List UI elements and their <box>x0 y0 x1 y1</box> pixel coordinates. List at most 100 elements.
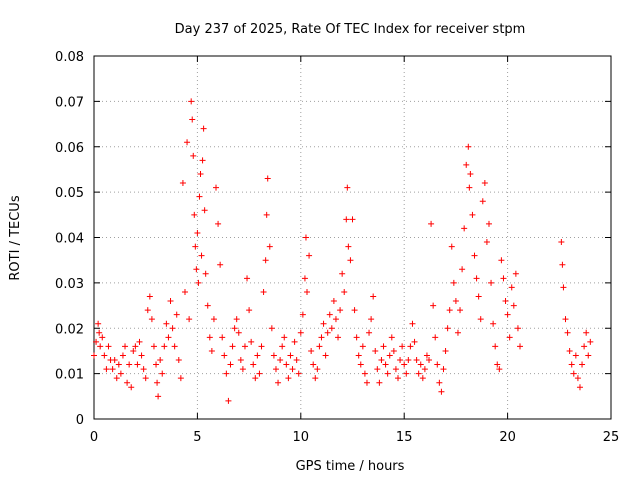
data-point <box>457 307 464 314</box>
data-point <box>357 361 364 368</box>
data-point <box>488 279 495 286</box>
data-point <box>339 270 346 277</box>
data-point <box>308 347 315 354</box>
data-point <box>444 325 451 332</box>
data-point <box>165 334 172 341</box>
data-point <box>421 366 428 373</box>
data-point <box>171 343 178 350</box>
data-point <box>438 388 445 395</box>
data-point <box>289 366 296 373</box>
y-tick-label: 0.05 <box>55 186 84 201</box>
data-point <box>144 307 151 314</box>
data-point <box>264 175 271 182</box>
data-point <box>163 320 170 327</box>
data-point <box>587 338 594 345</box>
data-point <box>191 211 198 218</box>
data-point <box>239 366 246 373</box>
x-tick-label: 0 <box>90 430 98 445</box>
data-point <box>467 170 474 177</box>
data-point <box>246 307 253 314</box>
data-point <box>322 352 329 359</box>
data-point <box>461 225 468 232</box>
data-point <box>153 361 160 368</box>
data-point <box>192 243 199 250</box>
data-point <box>316 343 323 350</box>
data-point <box>111 357 118 364</box>
data-point <box>471 252 478 259</box>
data-point <box>124 379 131 386</box>
data-point <box>189 116 196 123</box>
data-point <box>446 307 453 314</box>
data-point <box>208 347 215 354</box>
y-tick-label: 0.02 <box>55 322 84 337</box>
data-point <box>353 334 360 341</box>
data-point <box>302 234 309 241</box>
data-point <box>219 334 226 341</box>
data-point <box>349 216 356 223</box>
data-point <box>119 352 126 359</box>
data-point <box>320 320 327 327</box>
data-point <box>500 275 507 282</box>
data-point <box>506 334 513 341</box>
data-point <box>498 257 505 264</box>
data-point <box>196 193 203 200</box>
data-point <box>576 384 583 391</box>
x-axis-label: GPS time / hours <box>296 459 405 474</box>
data-point <box>150 343 157 350</box>
data-point <box>504 311 511 318</box>
data-point <box>201 207 208 214</box>
y-tick-label: 0 <box>76 413 84 428</box>
data-point <box>154 379 161 386</box>
data-point <box>270 352 277 359</box>
data-point <box>568 361 575 368</box>
data-point <box>310 361 317 368</box>
data-point <box>407 343 414 350</box>
data-point <box>227 361 234 368</box>
y-tick-label: 0.04 <box>55 232 84 247</box>
data-point <box>397 357 404 364</box>
data-point <box>195 279 202 286</box>
data-point <box>299 311 306 318</box>
data-point <box>332 316 339 323</box>
data-point <box>244 275 251 282</box>
data-point <box>452 298 459 305</box>
data-point <box>199 157 206 164</box>
data-point <box>502 298 509 305</box>
data-point <box>181 288 188 295</box>
data-point <box>417 361 424 368</box>
data-point <box>213 184 220 191</box>
data-point <box>217 261 224 268</box>
data-point <box>469 211 476 218</box>
data-point <box>514 325 521 332</box>
data-point <box>204 302 211 309</box>
data-point <box>169 325 176 332</box>
plot-frame <box>93 55 612 420</box>
data-point <box>559 261 566 268</box>
data-point <box>390 347 397 354</box>
data-point <box>146 293 153 300</box>
data-point <box>477 316 484 323</box>
data-point <box>148 316 155 323</box>
data-point <box>96 329 103 336</box>
data-point <box>401 361 408 368</box>
data-point <box>291 338 298 345</box>
data-point <box>388 334 395 341</box>
data-point <box>560 284 567 291</box>
data-point <box>399 343 406 350</box>
data-point <box>343 216 350 223</box>
data-point <box>475 293 482 300</box>
data-point <box>426 357 433 364</box>
data-point <box>376 379 383 386</box>
data-point <box>415 370 422 377</box>
data-point <box>115 361 122 368</box>
data-point <box>496 366 503 373</box>
data-point <box>368 316 375 323</box>
data-point <box>179 180 186 187</box>
data-point <box>423 352 430 359</box>
y-tick-label: 0.03 <box>55 277 84 292</box>
data-point <box>585 352 592 359</box>
data-point <box>142 375 149 382</box>
data-point <box>272 366 279 373</box>
data-point <box>101 352 108 359</box>
